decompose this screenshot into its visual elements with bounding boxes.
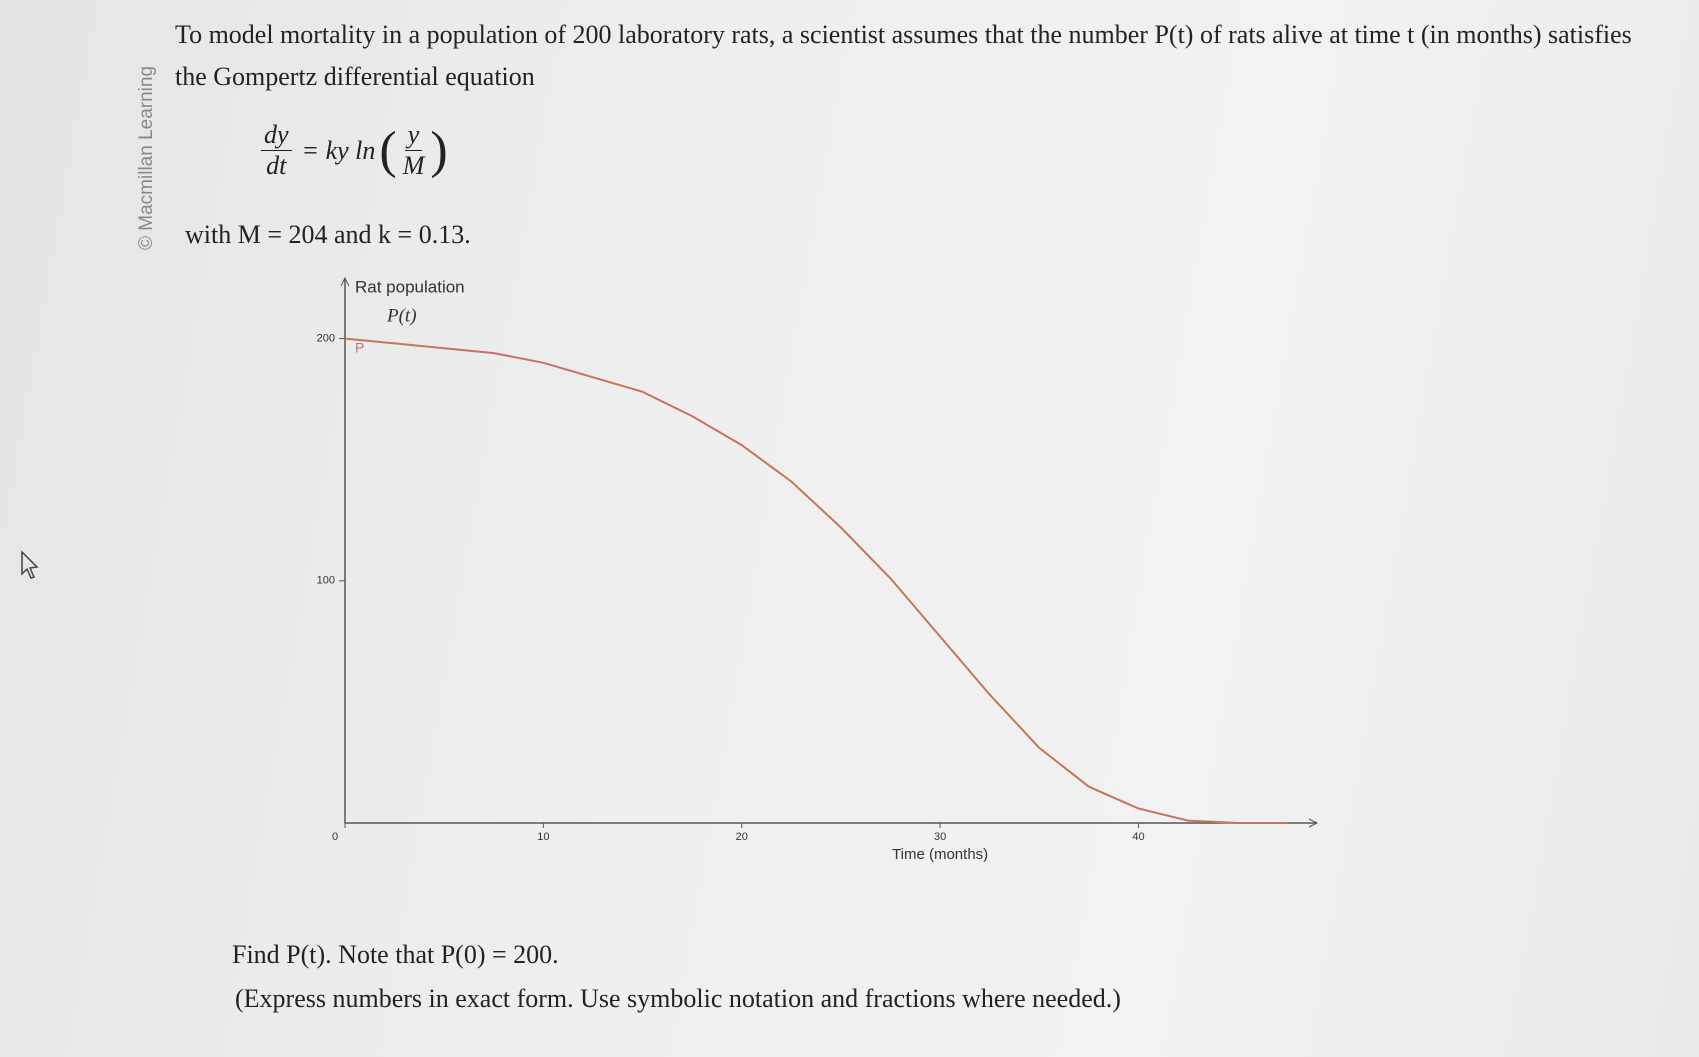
y-arrow bbox=[340, 276, 350, 287]
paren: ) bbox=[430, 122, 448, 179]
curve-label: P bbox=[355, 339, 364, 355]
given: with M = 204 and k = 0.13. bbox=[185, 220, 471, 249]
eq-middle: = ky ln bbox=[301, 135, 376, 165]
eq-inner-num: y bbox=[404, 120, 423, 151]
instruction: (Express numbers in exact form. Use symb… bbox=[235, 984, 1121, 1013]
eq-den: dt bbox=[266, 151, 287, 180]
y-axis-label: Rat population bbox=[355, 277, 465, 296]
question: Find P(t). Note that P(0) = 200. bbox=[232, 940, 559, 969]
x-tick-label: 30 bbox=[934, 831, 946, 843]
eq-inner-den: M bbox=[402, 151, 425, 180]
x-tick-label: 0 bbox=[332, 831, 338, 843]
y-tick-label: 100 bbox=[317, 575, 335, 587]
curve bbox=[344, 337, 1288, 824]
paren: ( bbox=[379, 122, 397, 179]
x-tick-label: 40 bbox=[1132, 831, 1144, 843]
x-arrow bbox=[1308, 818, 1319, 828]
x-tick-label: 20 bbox=[736, 831, 748, 843]
x-axis-label: Time (months) bbox=[892, 846, 988, 863]
cursor bbox=[21, 550, 39, 579]
eq-num: dy bbox=[261, 120, 292, 151]
intro: To model mortality in a population of 20… bbox=[175, 20, 1632, 91]
x-tick-label: 10 bbox=[537, 831, 549, 843]
y-tick-label: 200 bbox=[317, 332, 335, 344]
y-axis-symbol: P(t) bbox=[386, 305, 417, 326]
